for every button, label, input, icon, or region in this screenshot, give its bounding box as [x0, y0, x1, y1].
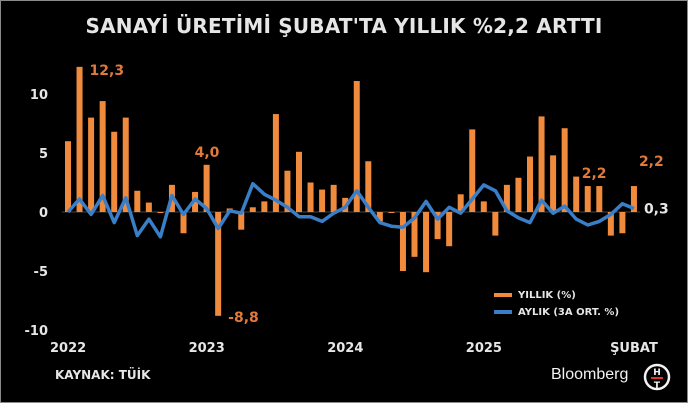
bar [330, 184, 337, 212]
bar [203, 164, 210, 212]
bar [446, 212, 453, 247]
annotation-label: -8,8 [228, 310, 259, 326]
bar [596, 186, 603, 212]
x-tick-label: 2024 [327, 341, 363, 356]
y-tick-label: -5 [34, 265, 48, 280]
bar [111, 131, 118, 212]
x-tick-label: 2022 [50, 341, 86, 356]
bar [249, 207, 256, 212]
bar [573, 176, 580, 212]
bar [365, 161, 372, 212]
yearly-bars [65, 66, 637, 316]
legend-label: AYLIK (3A ORT. %) [518, 307, 619, 318]
annotation-label: 2,2 [582, 166, 607, 182]
bar [630, 186, 637, 212]
brand-label: Bloomberg [551, 366, 629, 383]
bar [122, 117, 129, 212]
bar [238, 212, 245, 230]
bar [145, 202, 152, 212]
bar [272, 114, 279, 212]
bar [307, 182, 314, 212]
bar [492, 212, 499, 236]
bar [76, 66, 83, 212]
bar [180, 212, 187, 234]
bar [157, 212, 164, 213]
y-tick-label: 10 [30, 88, 48, 103]
y-axis: 10 5 0 -5 -10 [25, 88, 49, 339]
legend-swatch [494, 293, 512, 297]
annotation-label: 12,3 [90, 63, 125, 79]
bar [319, 189, 326, 212]
bar [388, 212, 395, 213]
bar [353, 81, 360, 213]
bar [480, 201, 487, 212]
svg-text:H: H [653, 368, 661, 378]
bar [457, 194, 464, 212]
annotation-label: 2,2 [639, 154, 664, 170]
bar [550, 155, 557, 212]
bar [411, 212, 418, 257]
y-tick-label: 5 [39, 147, 48, 162]
bar [538, 116, 545, 212]
annotation-label: 4,0 [195, 145, 220, 161]
bar [515, 177, 522, 212]
bar [65, 141, 71, 212]
y-tick-label: 0 [39, 206, 48, 221]
annotations: 12,3 4,0 -8,8 2,2 2,2 0,3 [90, 63, 669, 326]
bar [503, 184, 510, 212]
x-tick-label: 2025 [466, 341, 502, 356]
bar [434, 212, 441, 240]
bar [134, 190, 141, 212]
bar [561, 128, 568, 212]
annotation-label: 0,3 [644, 201, 669, 217]
bar [423, 212, 430, 273]
x-tick-label: ŞUBAT [610, 341, 658, 356]
bar [284, 170, 291, 212]
bloomberg-ht-logo-icon: H T [643, 363, 671, 391]
bar [296, 151, 302, 212]
bar [215, 212, 222, 316]
x-tick-label: 2023 [189, 341, 225, 356]
legend: YILLIK (%) AYLIK (3A ORT. %) [494, 290, 619, 318]
bar [607, 212, 614, 236]
monthly-line [66, 181, 635, 239]
y-tick-label: -10 [25, 324, 49, 339]
bar [584, 186, 591, 212]
bar [527, 156, 533, 212]
svg-text:T: T [654, 381, 661, 391]
bar [376, 212, 383, 222]
source-label: KAYNAK: TÜİK [55, 368, 151, 382]
x-axis: 2022 2023 2024 2025 ŞUBAT [50, 341, 658, 356]
bar [399, 212, 406, 271]
bar [261, 201, 268, 212]
bar [619, 212, 626, 234]
bar [469, 129, 476, 212]
bar [88, 117, 95, 212]
bar [99, 101, 106, 212]
legend-swatch [494, 310, 512, 314]
legend-label: YILLIK (%) [517, 290, 576, 301]
chart-title: SANAYİ ÜRETİMİ ŞUBAT'TA YILLIK %2,2 ARTT… [85, 14, 603, 38]
